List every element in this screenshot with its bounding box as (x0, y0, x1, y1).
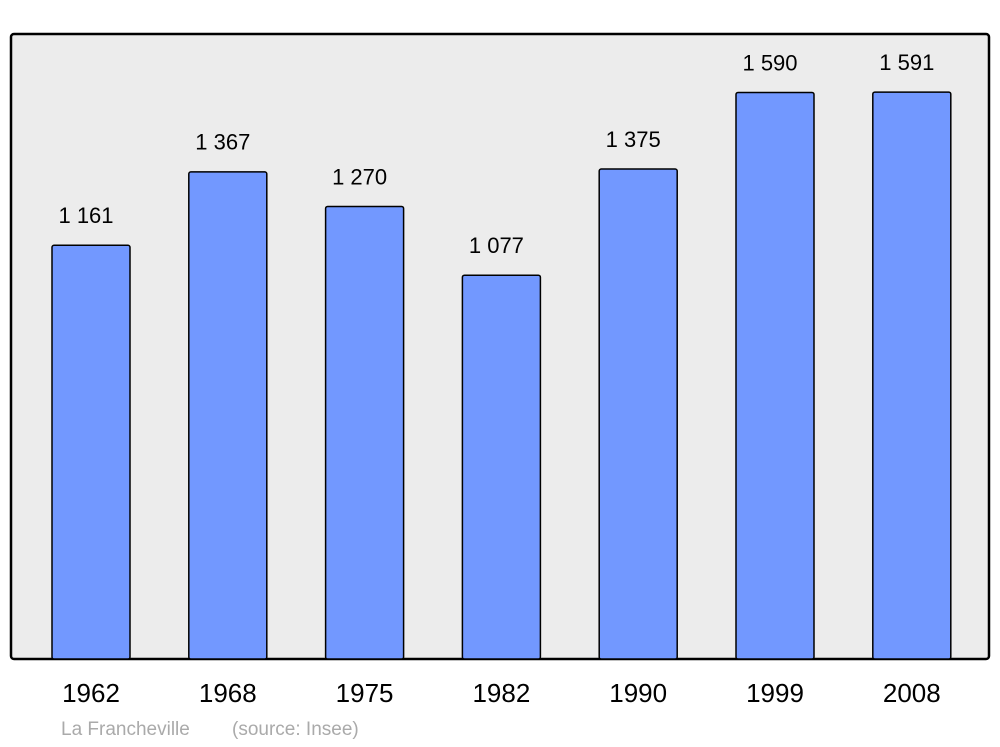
bar (188, 171, 268, 660)
x-tick-label: 1968 (199, 678, 257, 708)
value-label: 1 590 (742, 50, 797, 75)
bar (461, 274, 542, 660)
caption: La Francheville (61, 719, 190, 740)
bar (51, 244, 131, 660)
value-label: 1 077 (469, 233, 524, 258)
x-tick-label: 2008 (883, 678, 941, 708)
bar (324, 205, 405, 660)
x-tick-label: 1962 (62, 678, 120, 708)
source: (source: Insee) (232, 719, 359, 740)
value-label: 1 270 (332, 164, 387, 189)
value-label: 1 161 (58, 203, 113, 228)
bar (872, 91, 952, 660)
x-tick-label: 1999 (746, 678, 804, 708)
value-label: 1 367 (195, 130, 250, 155)
x-tick-label: 1975 (336, 678, 394, 708)
value-label: 1 591 (879, 50, 934, 75)
value-label: 1 375 (606, 127, 661, 152)
x-tick-label: 1990 (609, 678, 667, 708)
bar (598, 168, 678, 660)
x-tick-label: 1982 (472, 678, 530, 708)
bar (735, 91, 815, 660)
